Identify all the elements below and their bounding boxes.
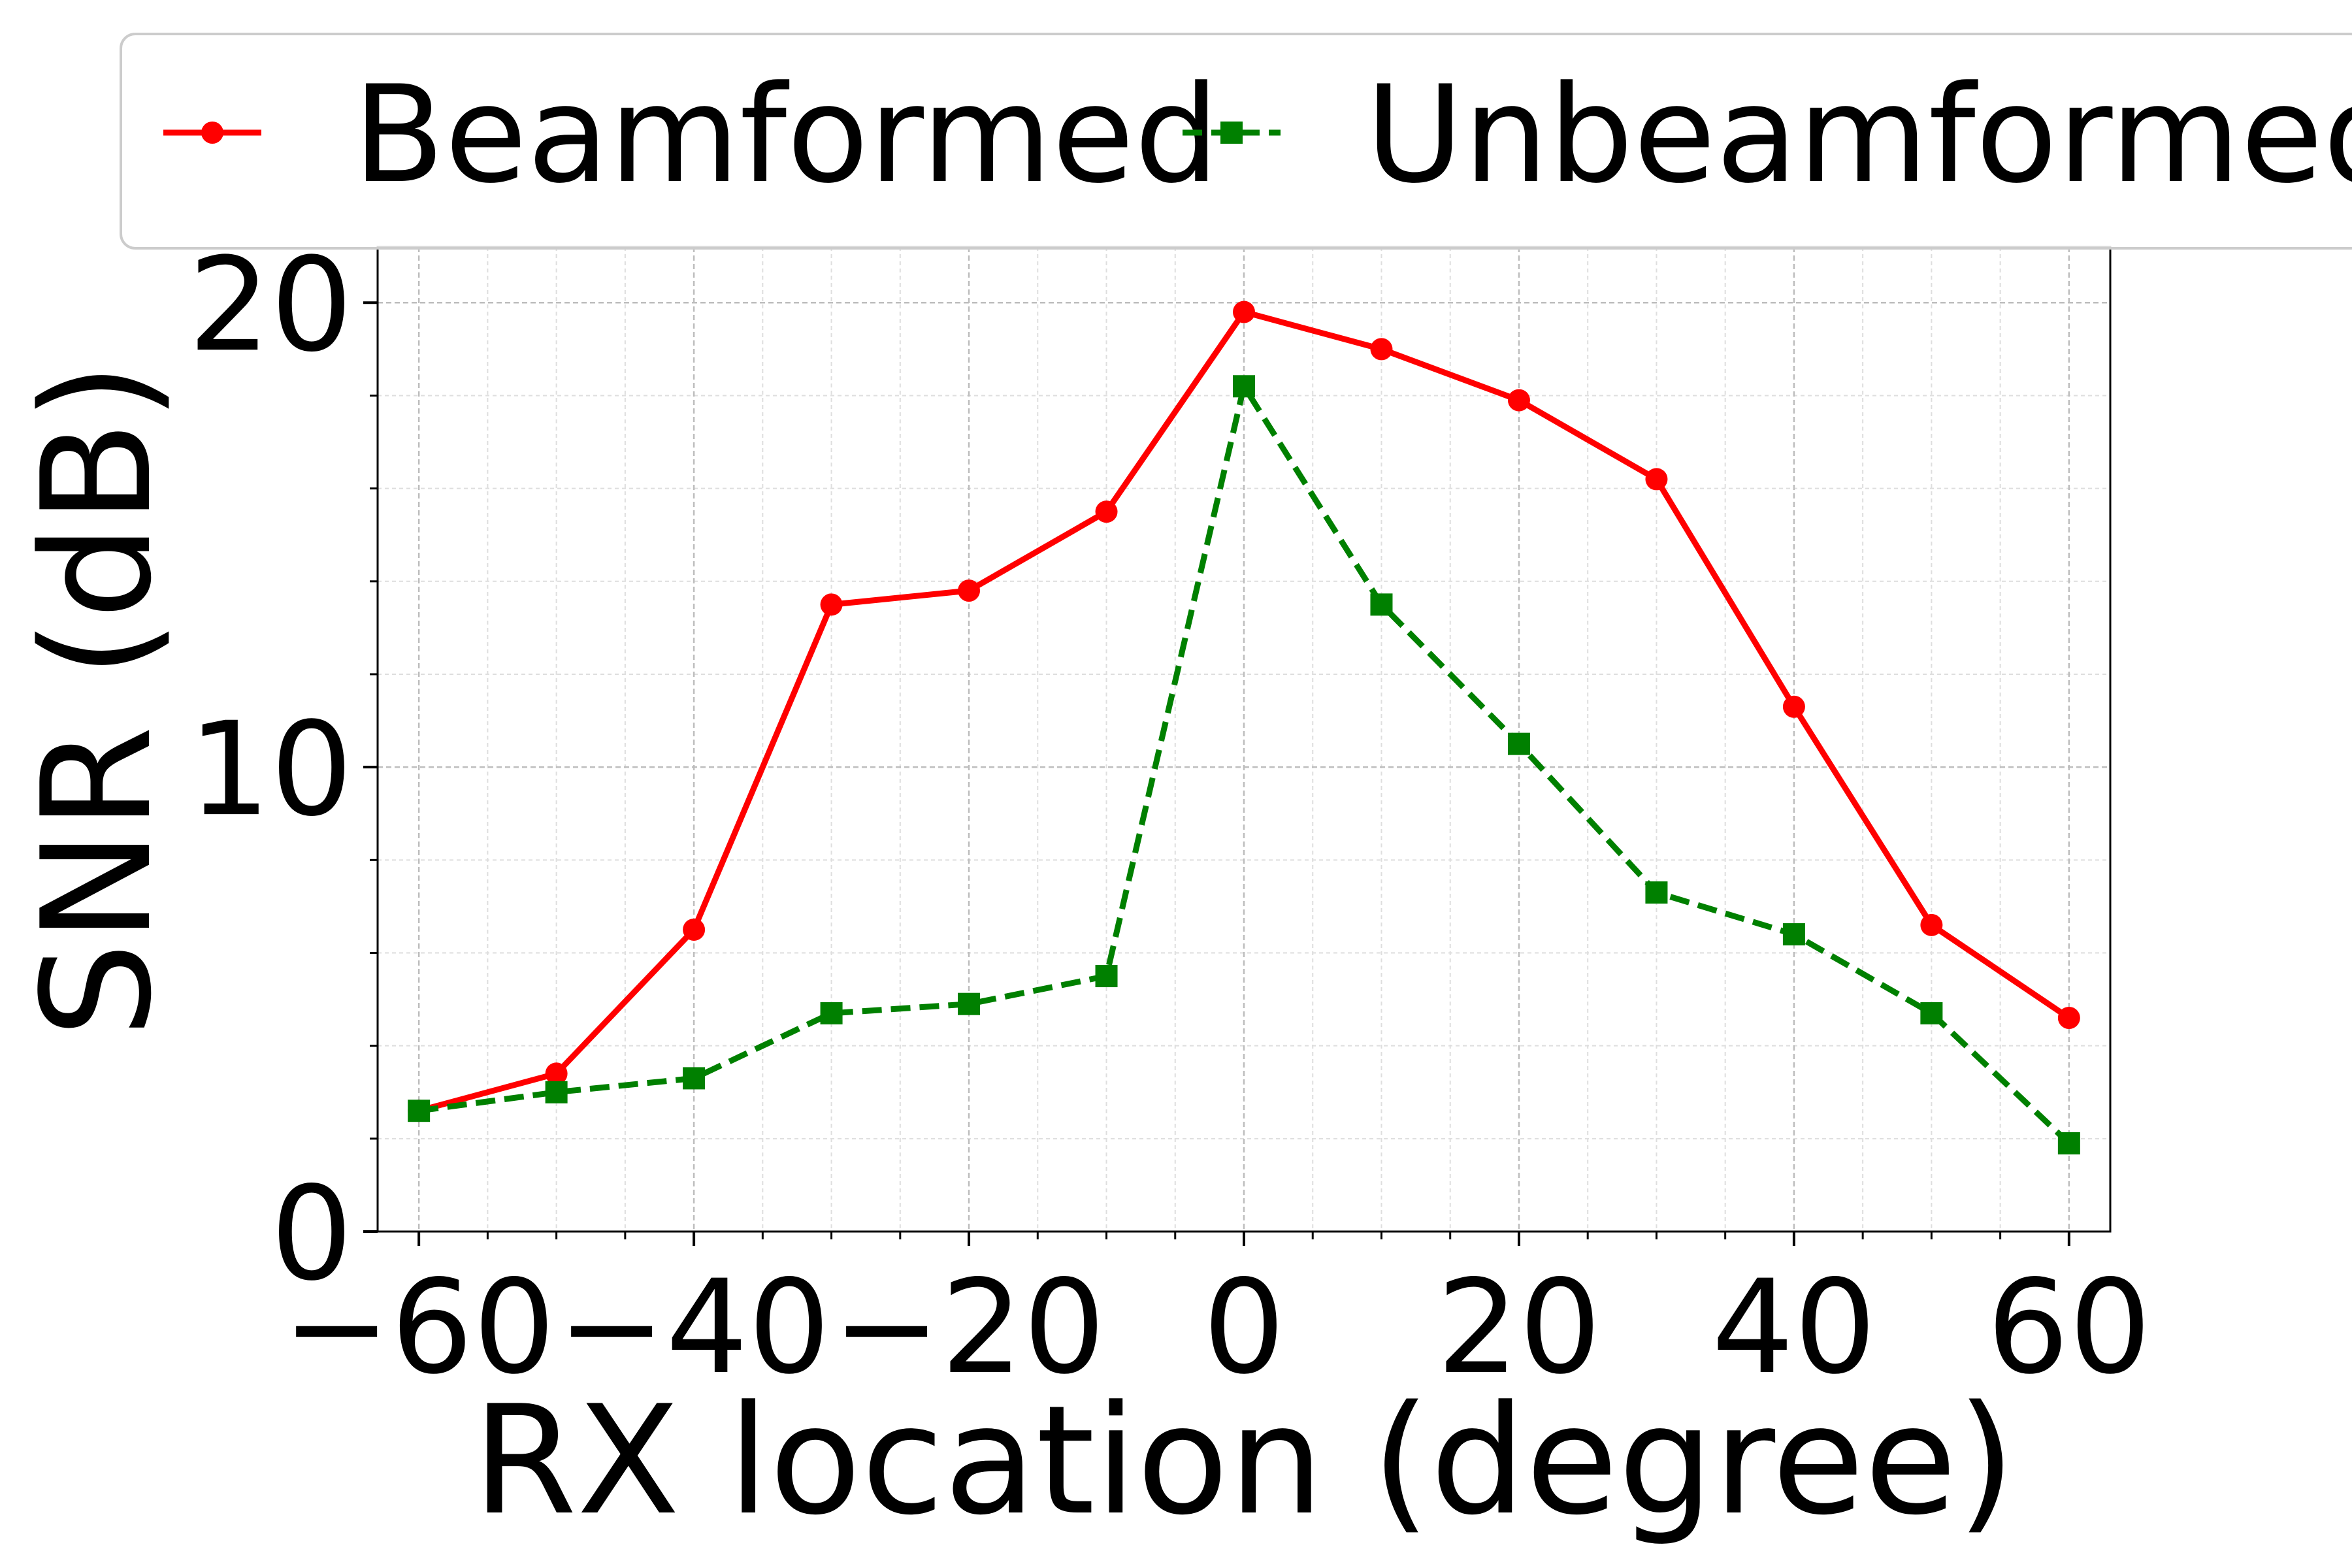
data-point xyxy=(1233,375,1255,398)
data-point xyxy=(958,992,981,1015)
data-point xyxy=(1370,338,1393,361)
legend-marker xyxy=(201,122,223,144)
data-point xyxy=(1095,965,1118,988)
data-point xyxy=(1507,732,1530,755)
grid xyxy=(378,247,2110,1233)
data-point xyxy=(1233,301,1255,323)
x-tick-label: 60 xyxy=(1987,1252,2151,1403)
x-tick-label: −20 xyxy=(832,1252,1105,1403)
data-point xyxy=(1507,389,1530,412)
legend-label: Beamformed xyxy=(353,57,1219,213)
legend-marker xyxy=(1220,122,1243,144)
data-point xyxy=(2057,1132,2080,1154)
data-point xyxy=(1095,500,1118,523)
x-axis-title: RX location (degree) xyxy=(472,1374,2016,1548)
x-tick-label: 0 xyxy=(1203,1252,1285,1403)
legend-entry: Unbeamformed xyxy=(1183,57,2352,213)
legend-entry: Beamformed xyxy=(163,57,1219,213)
y-tick-label: 0 xyxy=(270,1158,353,1309)
x-tick-label: 40 xyxy=(1712,1252,1876,1403)
data-point xyxy=(408,1100,431,1122)
data-point xyxy=(2057,1007,2080,1030)
x-tick-label: 20 xyxy=(1437,1252,1601,1403)
ticks: −60 −40 −20 0 20 40 60 0 10 20 xyxy=(188,229,2151,1403)
data-point xyxy=(545,1062,568,1085)
data-point xyxy=(820,1002,843,1024)
series-unbeamformed xyxy=(408,375,2080,1154)
y-axis-title: SNR (dB) xyxy=(10,362,185,1037)
y-tick-label: 10 xyxy=(188,694,353,845)
data-point xyxy=(1920,1002,1943,1024)
series-layer xyxy=(408,301,2080,1154)
x-tick-label: −40 xyxy=(557,1252,830,1403)
data-point xyxy=(1782,695,1805,718)
legend: Beamformed Unbeamformed xyxy=(120,33,2352,250)
legend-label: Unbeamformed xyxy=(1365,57,2352,213)
data-point xyxy=(1645,468,1668,491)
data-point xyxy=(1370,593,1393,616)
data-point xyxy=(958,580,981,602)
y-tick-label: 20 xyxy=(188,229,353,380)
data-point xyxy=(1920,913,1943,936)
data-point xyxy=(1782,923,1805,946)
data-point xyxy=(683,918,706,941)
data-point xyxy=(545,1081,568,1103)
data-point xyxy=(683,1067,706,1090)
data-point xyxy=(820,593,843,616)
data-point xyxy=(1645,881,1668,904)
x-tick-label: −60 xyxy=(282,1252,555,1403)
